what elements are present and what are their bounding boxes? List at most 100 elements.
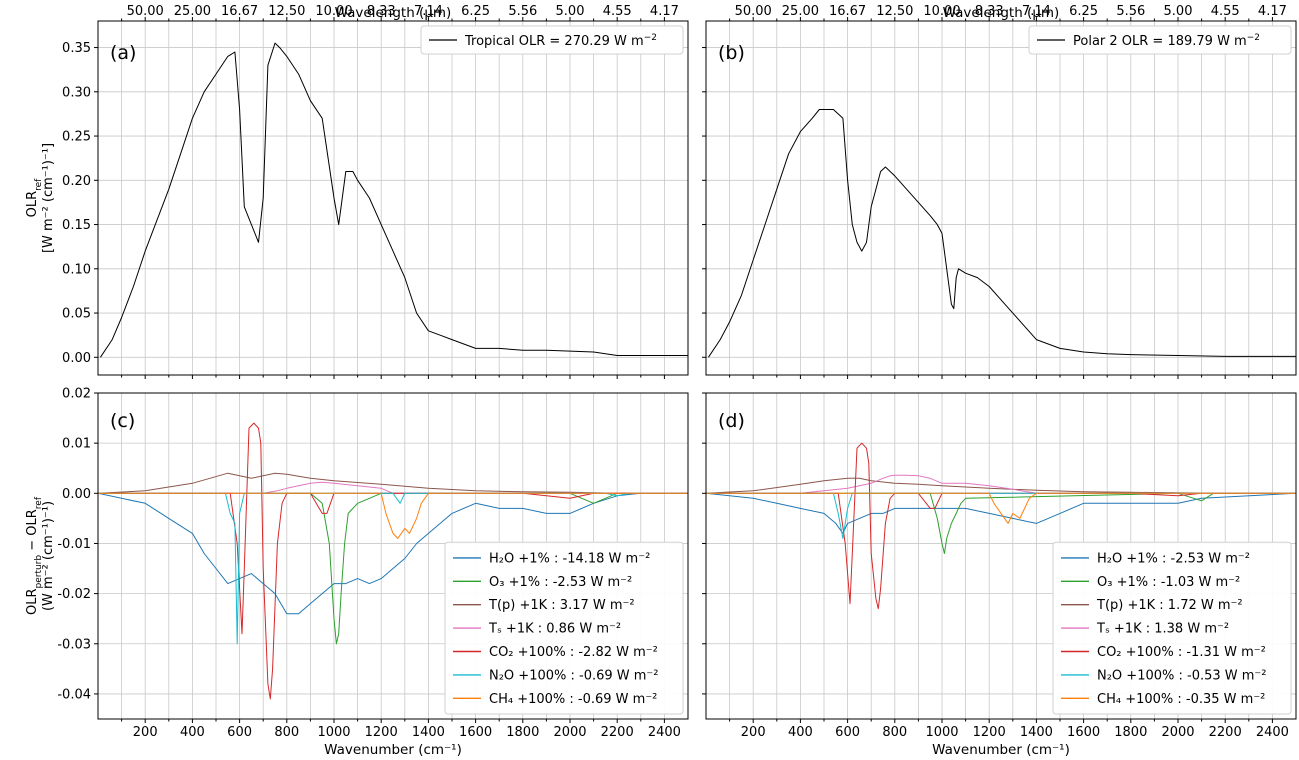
legend-entry: CH₄ +100% : -0.69 W m⁻² xyxy=(489,692,657,707)
top-axis-label: Wavelength (μm) xyxy=(335,5,452,21)
y-tick-label: -0.04 xyxy=(57,687,91,702)
y-tick-label: 0.35 xyxy=(62,41,91,56)
top-tick-label: 6.25 xyxy=(461,4,490,19)
x-tick-label: 1000 xyxy=(925,725,958,740)
legend-entry: CO₂ +100% : -1.31 W m⁻² xyxy=(1097,645,1266,660)
x-tick-label: 200 xyxy=(741,725,766,740)
top-tick-label: 50.00 xyxy=(735,4,772,19)
y-tick-label: 0.30 xyxy=(62,85,91,100)
y-tick-label: 0.25 xyxy=(62,130,91,145)
x-tick-label: 2200 xyxy=(1209,725,1242,740)
panel-b: 50.00 25.00 16.67 12.50 10.00 8.33 7.14 6.25 5.5… xyxy=(702,4,1297,379)
x-tick-label: 2400 xyxy=(648,725,681,740)
x-tick-label: 1400 xyxy=(412,725,445,740)
series-line-0 xyxy=(707,109,1296,358)
y-tick-label: -0.01 xyxy=(57,537,91,552)
x-tick-label: 200 xyxy=(133,725,158,740)
y-axis-label-line1: OLRperturb − OLRref xyxy=(25,496,44,615)
y-tick-label: 0.20 xyxy=(62,174,91,189)
x-tick-label: 600 xyxy=(227,725,252,740)
top-tick-label: 4.17 xyxy=(1258,4,1287,19)
plot-frame xyxy=(705,392,1297,720)
x-tick-label: 600 xyxy=(835,725,860,740)
y-tick-label: 0.05 xyxy=(62,307,91,322)
top-tick-label: 7.14 xyxy=(1022,4,1051,19)
panel-label: (a) xyxy=(110,42,136,64)
series-line-0 xyxy=(97,492,688,615)
x-tick-label: 2200 xyxy=(601,725,634,740)
series-line-6 xyxy=(706,492,1296,524)
top-tick-label: 4.55 xyxy=(1211,4,1240,19)
top-tick-label: 25.00 xyxy=(174,4,211,19)
series-line-3 xyxy=(98,481,688,494)
legend-entry: H₂O +1% : -14.18 W m⁻² xyxy=(489,551,650,566)
y-axis-label: OLRperturb − OLRref(W m⁻² (cm⁻¹)⁻¹) xyxy=(25,496,56,615)
top-tick-label: 5.56 xyxy=(508,4,537,19)
y-tick-label: -0.02 xyxy=(57,587,91,602)
panel-label: (c) xyxy=(110,410,135,432)
plot-frame xyxy=(705,20,1297,376)
legend-entry: CH₄ +100% : -0.35 W m⁻² xyxy=(1097,692,1265,707)
series-line-2 xyxy=(97,472,688,494)
top-tick-label: 4.17 xyxy=(650,4,679,19)
x-tick-label: 1400 xyxy=(1020,725,1053,740)
series-line-1 xyxy=(706,492,1296,554)
legend-entry: N₂O +100% : -0.53 W m⁻² xyxy=(1097,668,1267,683)
top-tick-label: 7.14 xyxy=(414,4,443,19)
top-tick-label: 25.00 xyxy=(782,4,819,19)
series-line-3 xyxy=(706,474,1296,494)
top-tick-label: 5.00 xyxy=(1164,4,1193,19)
legend: Polar 2 OLR = 189.79 W m−2 xyxy=(1028,25,1292,55)
legend-entry: Tₛ +1K : 0.86 W m⁻² xyxy=(488,622,621,637)
x-tick-label: 2400 xyxy=(1256,725,1289,740)
x-tick-label: 1600 xyxy=(459,725,492,740)
x-tick-label: 1800 xyxy=(506,725,539,740)
legend-entry: Tₛ +1K : 1.38 W m⁻² xyxy=(1096,622,1229,637)
x-tick-label: 1200 xyxy=(973,725,1006,740)
legend-entry: T(p) +1K : 1.72 W m⁻² xyxy=(1096,598,1243,613)
y-axis-label-line1: OLRref xyxy=(25,178,44,218)
legend-entry: H₂O +1% : -2.53 W m⁻² xyxy=(1097,551,1250,566)
legend: H₂O +1% : -2.53 W m⁻² O₃ +1% : -1.03 W m⁻… xyxy=(1052,541,1292,715)
plot-frame xyxy=(97,392,689,720)
y-axis-label: OLRref[W m⁻² (cm⁻¹)⁻¹] xyxy=(25,143,56,253)
panel-c: -0.04 -0.03 -0.02 -0.01 0.00 0.01 0.02 200 400 60… xyxy=(25,387,689,758)
series-line-2 xyxy=(705,477,1296,494)
y-tick-label: 0.00 xyxy=(62,487,91,502)
x-tick-label: 800 xyxy=(882,725,907,740)
panel-a: 0.00 0.05 0.10 0.15 0.20 0.25 0.30 0.35 50.00 25.… xyxy=(25,4,689,379)
legend: Tropical OLR = 270.29 W m−2 xyxy=(420,25,684,55)
y-tick-label: 0.00 xyxy=(62,351,91,366)
x-tick-label: 1600 xyxy=(1067,725,1100,740)
top-tick-label: 12.50 xyxy=(876,4,913,19)
y-tick-label: -0.03 xyxy=(57,637,91,652)
legend-entry: O₃ +1% : -1.03 W m⁻² xyxy=(1097,575,1240,590)
series-line-0 xyxy=(99,42,688,358)
legend-entry: O₃ +1% : -2.53 W m⁻² xyxy=(489,575,632,590)
x-tick-label: 400 xyxy=(788,725,813,740)
x-axis-label: Wavenumber (cm⁻¹) xyxy=(324,742,462,758)
x-axis-label: Wavenumber (cm⁻¹) xyxy=(932,742,1070,758)
legend: H₂O +1% : -14.18 W m⁻² O₃ +1% : -2.53 W m… xyxy=(444,541,684,715)
x-tick-label: 400 xyxy=(180,725,205,740)
top-tick-label: 5.56 xyxy=(1116,4,1145,19)
x-tick-label: 800 xyxy=(274,725,299,740)
x-tick-label: 2000 xyxy=(553,725,586,740)
y-tick-label: 0.15 xyxy=(62,218,91,233)
grid xyxy=(706,21,1296,375)
top-tick-label: 6.25 xyxy=(1069,4,1098,19)
top-tick-label: 50.00 xyxy=(127,4,164,19)
top-tick-label: 12.50 xyxy=(268,4,305,19)
legend-entry: T(p) +1K : 3.17 W m⁻² xyxy=(488,598,635,613)
legend-entry: Tropical OLR = 270.29 W m−2 xyxy=(464,33,657,49)
top-tick-label: 8.33 xyxy=(367,4,396,19)
top-tick-label: 10.00 xyxy=(315,4,352,19)
plot-frame xyxy=(97,20,689,376)
top-tick-label: 16.67 xyxy=(829,4,866,19)
top-tick-label: 4.55 xyxy=(603,4,632,19)
legend-entry: N₂O +100% : -0.69 W m⁻² xyxy=(489,668,659,683)
panel-label: (d) xyxy=(718,410,745,432)
top-tick-label: 16.67 xyxy=(221,4,258,19)
y-tick-label: 0.02 xyxy=(62,387,91,402)
